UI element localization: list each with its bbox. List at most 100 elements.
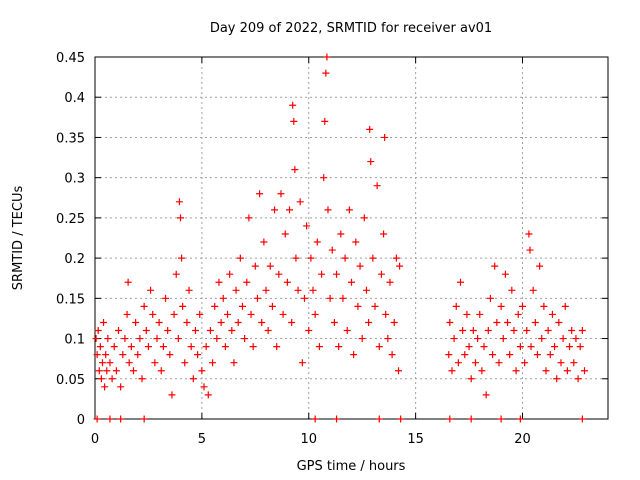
- data-point: [516, 343, 524, 351]
- data-point: [574, 375, 582, 383]
- data-point: [330, 318, 338, 326]
- data-point: [247, 310, 255, 318]
- data-point: [124, 278, 132, 286]
- data-point: [311, 415, 319, 423]
- data-point: [232, 286, 240, 294]
- data-point: [273, 343, 281, 351]
- data-point: [206, 327, 214, 335]
- data-point: [243, 278, 251, 286]
- data-point: [102, 351, 110, 359]
- data-point: [303, 222, 311, 230]
- data-point: [241, 335, 249, 343]
- data-point: [523, 327, 531, 335]
- data-point: [92, 335, 100, 343]
- data-point: [512, 367, 520, 375]
- data-point: [253, 294, 261, 302]
- data-point: [324, 206, 332, 214]
- y-axis-label: SRMTID / TECUs: [11, 186, 26, 291]
- data-point: [536, 262, 544, 270]
- data-point: [392, 254, 400, 262]
- data-point: [467, 375, 475, 383]
- data-point: [151, 359, 159, 367]
- data-point: [183, 318, 191, 326]
- data-point: [335, 343, 343, 351]
- data-point: [341, 254, 349, 262]
- data-point: [318, 270, 326, 278]
- data-point: [281, 230, 289, 238]
- data-point: [570, 359, 578, 367]
- data-point: [469, 327, 477, 335]
- data-point: [228, 327, 236, 335]
- data-point: [96, 343, 104, 351]
- data-point: [230, 359, 238, 367]
- data-point: [309, 286, 317, 294]
- data-point: [519, 302, 526, 310]
- data-point: [103, 367, 111, 375]
- x-tick-label: 15: [407, 432, 424, 447]
- data-point: [93, 415, 101, 423]
- data-point: [106, 359, 114, 367]
- data-point: [580, 367, 588, 375]
- data-point: [478, 367, 486, 375]
- data-point: [508, 286, 516, 294]
- data-point: [381, 133, 389, 141]
- data-point: [172, 270, 180, 278]
- data-point: [506, 351, 514, 359]
- data-point: [375, 415, 383, 423]
- data-point: [196, 310, 204, 318]
- data-point: [123, 310, 131, 318]
- data-point: [345, 206, 353, 214]
- data-point: [482, 391, 490, 399]
- data-point: [140, 415, 148, 423]
- data-point: [234, 318, 242, 326]
- data-point: [350, 351, 358, 359]
- data-point: [504, 318, 512, 326]
- y-tick-label: 0: [77, 413, 85, 428]
- data-point: [132, 318, 140, 326]
- data-point: [127, 343, 135, 351]
- data-point: [149, 310, 157, 318]
- data-point: [185, 286, 193, 294]
- y-tick-label: 0.2: [64, 252, 85, 267]
- data-point: [339, 294, 347, 302]
- data-point: [209, 359, 217, 367]
- data-point: [213, 335, 221, 343]
- data-point: [286, 206, 294, 214]
- data-point: [251, 262, 259, 270]
- data-point: [360, 214, 368, 222]
- data-point: [362, 286, 370, 294]
- data-point: [260, 238, 268, 246]
- data-point: [551, 343, 559, 351]
- data-point: [268, 302, 276, 310]
- data-point: [333, 415, 341, 423]
- data-point: [98, 359, 106, 367]
- data-point: [249, 343, 257, 351]
- data-point: [296, 198, 304, 206]
- data-point: [305, 327, 313, 335]
- data-point: [356, 262, 364, 270]
- data-point: [121, 335, 129, 343]
- data-point: [373, 182, 381, 190]
- data-point: [187, 343, 195, 351]
- data-point: [226, 270, 234, 278]
- data-point: [94, 327, 102, 335]
- data-point: [553, 375, 561, 383]
- data-point: [568, 327, 576, 335]
- y-tick-label: 0.4: [64, 91, 85, 106]
- data-point: [125, 359, 133, 367]
- data-point: [450, 335, 458, 343]
- data-point: [179, 302, 187, 310]
- data-point: [328, 246, 336, 254]
- data-point: [221, 343, 229, 351]
- data-point: [307, 254, 315, 262]
- data-point: [298, 359, 306, 367]
- data-point: [294, 286, 302, 294]
- data-point: [321, 117, 329, 125]
- data-point: [159, 343, 167, 351]
- data-point: [463, 310, 471, 318]
- data-point: [497, 415, 505, 423]
- data-point: [104, 335, 112, 343]
- data-point: [467, 415, 475, 423]
- data-point: [491, 262, 499, 270]
- chart-title: Day 209 of 2022, SRMTID for receiver av0…: [210, 21, 492, 36]
